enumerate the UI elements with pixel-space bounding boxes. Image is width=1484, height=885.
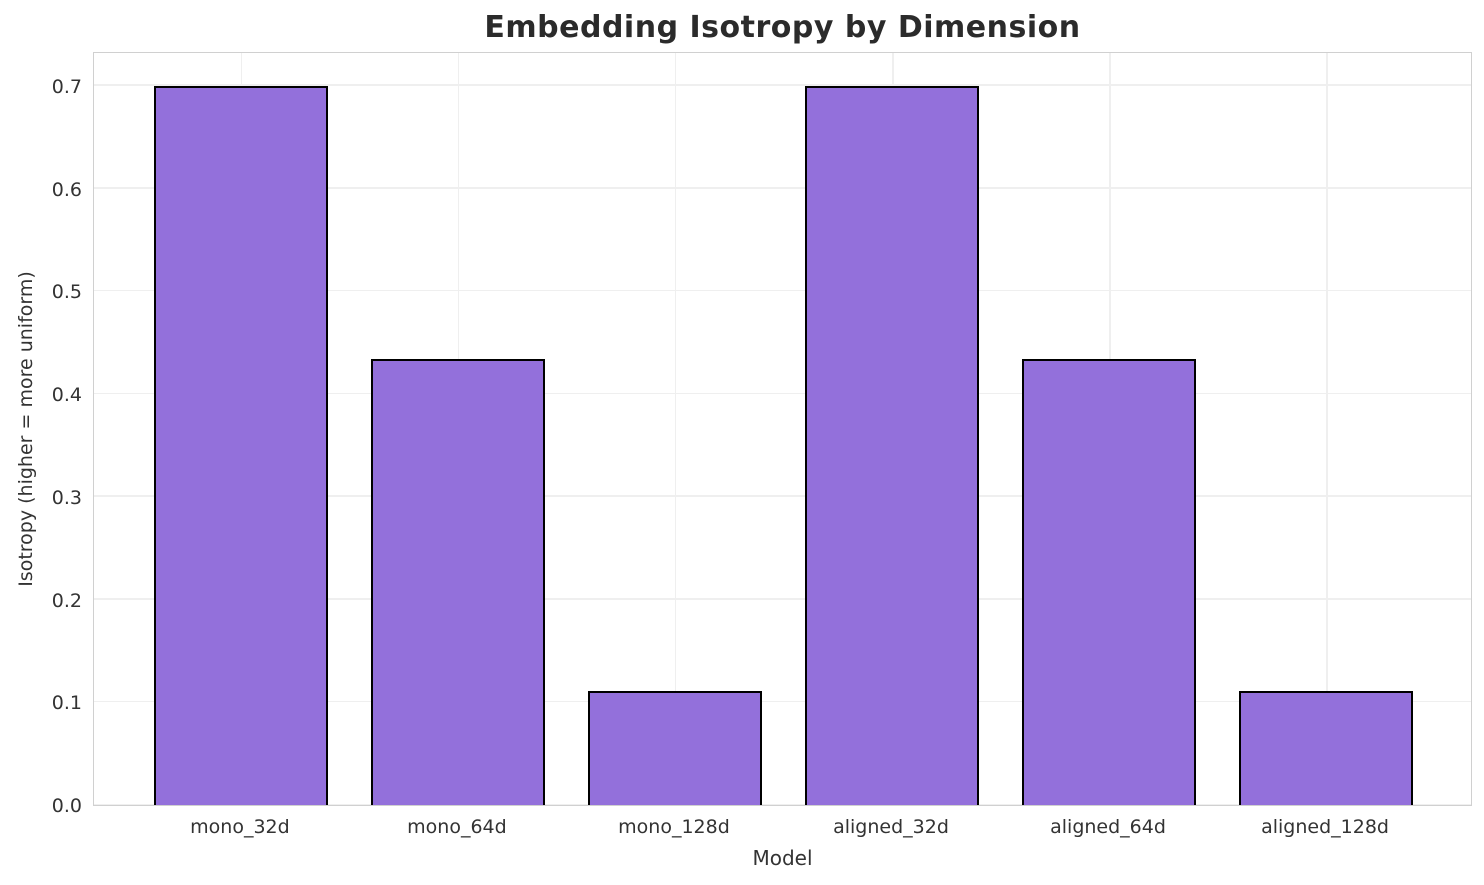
bar-aligned_32d [805,85,979,805]
y-tick-label: 0.5 [51,281,82,304]
y-gridline [94,187,1471,189]
y-tick-label: 0.3 [51,486,82,509]
y-tick-label: 0.1 [51,692,82,715]
chart-title: Embedding Isotropy by Dimension [484,10,1081,45]
x-tick-label: mono_32d [190,816,290,838]
x-axis-label: Model [752,846,813,870]
y-tick-label: 0.6 [51,178,82,201]
x-tick-label: aligned_64d [1050,816,1166,838]
bar-mono_32d [154,85,328,805]
bar-mono_64d [371,359,545,805]
plot-area [93,52,1472,806]
y-gridline [94,598,1471,600]
y-tick-label: 0.0 [51,795,82,817]
bar-aligned_128d [1239,690,1413,805]
bar-aligned_64d [1022,359,1196,805]
y-gridline [94,84,1471,86]
y-tick-label: 0.2 [51,589,82,612]
x-gridline [674,53,677,805]
x-tick-label: aligned_32d [833,816,949,838]
y-gridline [94,495,1471,497]
x-gridline [1326,53,1328,805]
x-tick-label: mono_128d [618,816,730,838]
y-gridline [94,803,1471,805]
y-gridline [94,392,1471,395]
y-gridline [94,289,1471,292]
x-tick-label: aligned_128d [1261,816,1389,838]
bar-mono_128d [588,690,762,805]
y-tick-label: 0.4 [51,384,82,407]
x-tick-label: mono_64d [407,816,507,838]
y-tick-label: 0.7 [51,75,82,98]
y-gridline [94,700,1471,703]
y-axis-label: Isotropy (higher = more uniform) [15,271,37,587]
